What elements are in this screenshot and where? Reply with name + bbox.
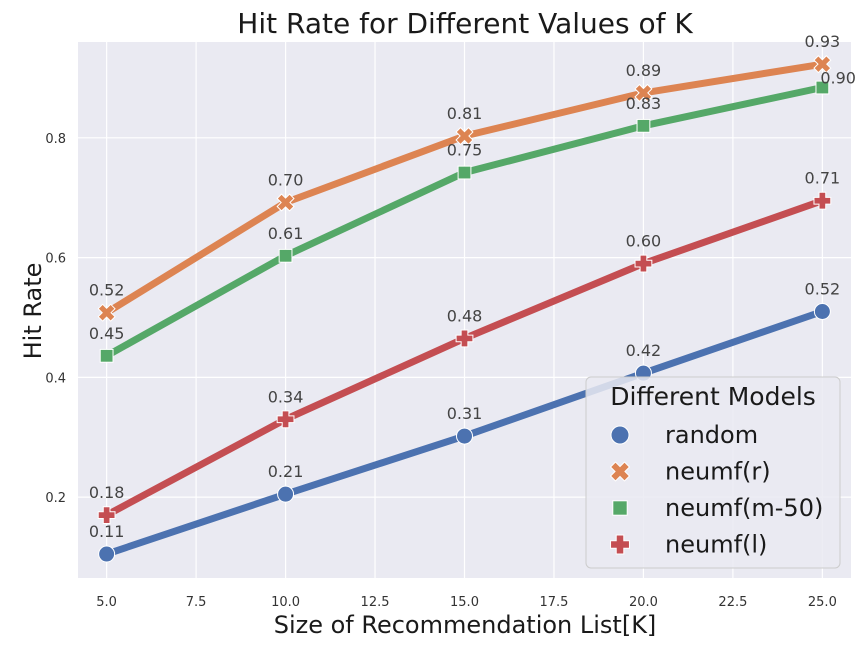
marker-random	[277, 485, 295, 503]
x-tick-label: 20.0	[629, 595, 658, 610]
data-label-neumf-l: 0.18	[89, 483, 125, 502]
marker-neumf-m-50	[815, 80, 830, 95]
data-label-neumf-l: 0.71	[805, 169, 841, 188]
data-label-neumf-r: 0.93	[805, 32, 841, 51]
legend-marker-neumf-m-50	[612, 500, 628, 516]
y-tick-label: 0.8	[45, 132, 66, 147]
data-label-random: 0.42	[626, 341, 662, 360]
data-label-neumf-r: 0.89	[626, 61, 662, 80]
x-tick-label: 10.0	[271, 595, 300, 610]
legend-label-random: random	[665, 421, 758, 449]
y-tick-label: 0.6	[45, 252, 66, 267]
y-tick-labels: 0.2 0.4 0.6 0.8	[45, 132, 66, 506]
legend-label-neumf-m-50: neumf(m-50)	[665, 494, 823, 522]
marker-neumf-m-50	[457, 165, 472, 180]
marker-random	[456, 427, 473, 445]
data-label-random: 0.31	[447, 404, 483, 423]
marker-neumf-r	[97, 303, 116, 322]
legend-title: Different Models	[610, 382, 816, 411]
marker-neumf-m-50	[636, 118, 651, 133]
y-tick-label: 0.2	[45, 491, 66, 506]
marker-random	[98, 545, 116, 563]
marker-neumf-l	[813, 191, 832, 210]
data-label-random: 0.21	[268, 462, 304, 481]
marker-neumf-l	[97, 506, 116, 525]
x-tick-label: 12.5	[361, 595, 390, 610]
data-label-neumf-m-50: 0.75	[447, 141, 483, 160]
marker-neumf-l	[455, 329, 474, 348]
chart-title: Hit Rate for Different Values of K	[237, 7, 693, 40]
legend-box	[585, 376, 841, 569]
marker-random	[813, 302, 831, 320]
legend-marker-random	[610, 425, 630, 445]
data-label-neumf-r: 0.52	[89, 281, 125, 300]
marker-neumf-r	[813, 55, 832, 74]
legend-items: random neumf(r) neumf(m-50) neumf(l)	[609, 421, 823, 559]
marker-neumf-l	[634, 254, 653, 273]
data-label-neumf-m-50: 0.45	[89, 324, 125, 343]
x-tick-labels: 5.0 7.5 10.0 12.5 15.0 17.5 20.0 22.5 25.0	[96, 595, 837, 610]
legend-label-neumf-l: neumf(l)	[665, 531, 767, 559]
marker-neumf-l	[276, 410, 295, 429]
marker-neumf-m-50	[278, 248, 293, 263]
x-tick-label: 17.5	[539, 595, 568, 610]
data-label-neumf-l: 0.34	[268, 387, 304, 406]
x-axis-title: Size of Recommendation List[K]	[274, 611, 657, 639]
data-label-neumf-r: 0.70	[268, 171, 304, 190]
legend: Different Models random neumf(r) neumf(m-5…	[585, 376, 841, 569]
y-tick-label: 0.4	[45, 371, 66, 386]
x-tick-label: 25.0	[808, 595, 837, 610]
data-label-neumf-l: 0.60	[626, 232, 662, 251]
marker-neumf-r	[276, 193, 295, 212]
x-tick-label: 15.0	[450, 595, 479, 610]
legend-marker-neumf-l	[610, 534, 630, 555]
data-label-random: 0.52	[805, 279, 841, 298]
x-tick-label: 22.5	[718, 595, 747, 610]
marker-neumf-r	[455, 126, 474, 146]
marker-neumf-m-50	[99, 348, 114, 363]
legend-marker-neumf-r	[609, 461, 631, 482]
x-tick-label: 5.0	[96, 595, 117, 610]
data-label-neumf-l: 0.48	[447, 306, 483, 325]
x-tick-label: 7.5	[186, 595, 207, 610]
legend-label-neumf-r: neumf(r)	[665, 458, 771, 486]
data-label-neumf-m-50: 0.61	[268, 224, 304, 243]
data-label-neumf-r: 0.81	[447, 104, 483, 123]
marker-neumf-r	[634, 83, 653, 103]
data-labels: 0.11 0.21 0.31 0.42 0.52 0.52 0.70 0.81 0.89 0.93…	[89, 32, 856, 541]
data-label-random: 0.11	[89, 522, 125, 541]
data-label-neumf-m-50: 0.83	[626, 94, 662, 113]
y-axis-title: Hit Rate	[19, 263, 47, 360]
data-label-neumf-m-50: 0.90	[820, 69, 856, 88]
